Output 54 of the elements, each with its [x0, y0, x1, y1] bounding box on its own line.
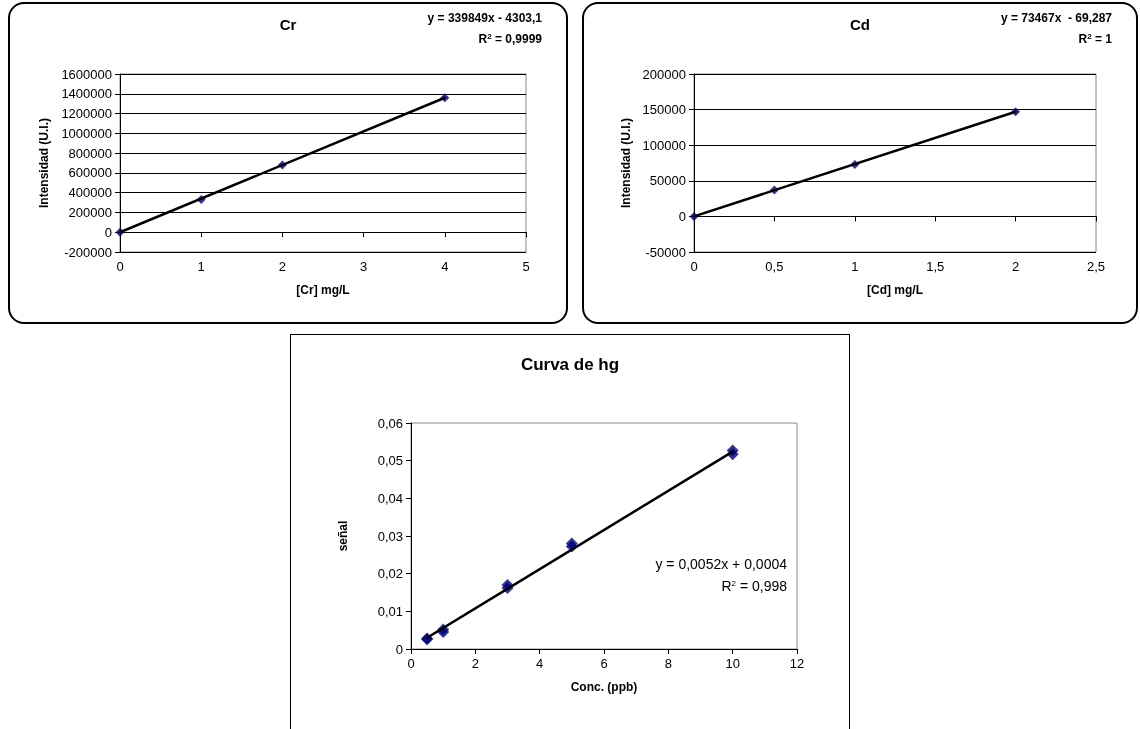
chart-title: Cr — [279, 16, 297, 33]
y-tick-label: 0,04 — [377, 490, 403, 506]
y-tick-label: 400000 — [68, 185, 112, 201]
y-tick-label: 50000 — [649, 173, 686, 189]
x-axis-title: Conc. (ppb) — [570, 680, 638, 694]
x-tick-label: 0 — [116, 259, 124, 274]
y-tick-label: 0 — [395, 641, 403, 657]
x-tick-label: 2 — [1011, 259, 1020, 274]
chart-title: Cd — [850, 16, 870, 33]
x-tick-label: 1,5 — [926, 259, 945, 274]
text: y = 73467x - 69,287 — [1000, 11, 1113, 25]
x-axis-title: [Cd] mg/L — [867, 283, 923, 297]
text: y = 339849x - 4303,1 — [427, 11, 543, 25]
chart-title: Curva de hg — [520, 355, 620, 374]
y-tick-label: 800000 — [68, 145, 112, 161]
y-tick-label: -200000 — [64, 244, 112, 260]
y-tick-label: 100000 — [642, 137, 686, 153]
x-tick-label: 1 — [851, 259, 859, 274]
y-tick-label: 150000 — [642, 102, 686, 118]
y-tick-label: 0,06 — [377, 415, 403, 431]
x-tick-label: 1 — [197, 259, 205, 274]
y-tick-label: 200000 — [68, 204, 112, 220]
x-tick-label: 4 — [536, 656, 544, 671]
y-axis-title: señal — [336, 520, 350, 552]
x-tick-label: 10 — [725, 656, 740, 671]
y-tick-label: 1000000 — [61, 125, 112, 141]
x-tick-label: 6 — [600, 656, 608, 671]
x-tick-label: 2,5 — [1086, 259, 1106, 274]
x-axis-title: [Cr] mg/L — [296, 283, 350, 297]
y-tick-label: 0 — [678, 208, 686, 224]
y-axis-title: Intensidad (U.I.) — [618, 118, 633, 208]
x-tick-label: 4 — [441, 259, 449, 274]
y-tick-label: 0,01 — [377, 603, 403, 619]
y-tick-label: 1600000 — [61, 66, 112, 82]
x-tick-label: 5 — [522, 259, 530, 274]
y-tick-label: 600000 — [68, 165, 112, 181]
y-tick-label: 1200000 — [61, 106, 112, 122]
y-axis-title: Intensidad (U.I.) — [37, 118, 52, 208]
x-tick-label: 8 — [664, 656, 672, 671]
x-tick-label: 0 — [690, 259, 698, 274]
x-tick-label: 12 — [789, 656, 805, 671]
x-tick-label: 0 — [407, 656, 415, 671]
y-tick-label: 0 — [104, 224, 112, 240]
y-tick-label: 200000 — [642, 66, 686, 82]
y-tick-label: -50000 — [645, 244, 686, 260]
x-tick-label: 0,5 — [765, 259, 784, 274]
annotation: y = 0,0052x + 0,0004 — [655, 556, 788, 572]
y-tick-label: 0,05 — [377, 453, 403, 469]
x-tick-label: 2 — [471, 656, 479, 671]
x-tick-label: 3 — [359, 259, 368, 274]
y-tick-label: 1400000 — [61, 86, 112, 102]
x-tick-label: 2 — [278, 259, 287, 274]
y-tick-label: 0,02 — [377, 566, 403, 582]
y-tick-label: 0,03 — [377, 528, 403, 544]
